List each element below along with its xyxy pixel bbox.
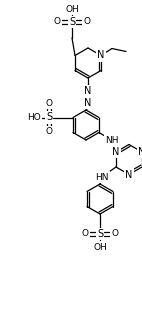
- Text: O: O: [54, 18, 60, 27]
- Text: N: N: [84, 86, 92, 96]
- Text: S: S: [46, 113, 52, 123]
- Text: N: N: [97, 50, 105, 60]
- Text: N: N: [84, 98, 92, 108]
- Text: N: N: [125, 170, 133, 180]
- Text: NH: NH: [105, 136, 119, 145]
- Text: O: O: [45, 127, 53, 136]
- Text: O: O: [45, 99, 53, 108]
- Text: OH: OH: [93, 242, 107, 252]
- Text: O: O: [83, 18, 90, 27]
- Text: HN: HN: [95, 173, 109, 182]
- Text: O: O: [111, 229, 119, 238]
- Text: HO: HO: [27, 113, 41, 122]
- Text: N: N: [138, 147, 142, 157]
- Text: S: S: [69, 17, 75, 27]
- Text: OH: OH: [65, 5, 79, 14]
- Text: O: O: [82, 229, 88, 238]
- Text: S: S: [97, 229, 103, 239]
- Text: N: N: [112, 147, 120, 157]
